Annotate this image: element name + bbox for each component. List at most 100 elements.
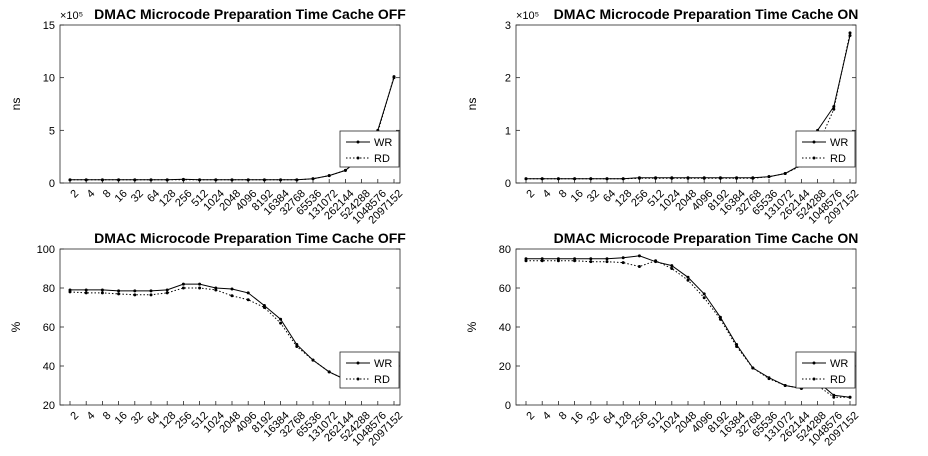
data-point-rd — [246, 178, 250, 182]
data-point-wr — [702, 292, 706, 296]
x-tick-label: 8 — [101, 188, 114, 201]
data-point-wr — [686, 275, 690, 279]
data-point-wr — [589, 257, 593, 261]
x-tick-label: 4 — [541, 188, 554, 201]
data-point-wr — [198, 282, 202, 286]
x-tick-label: 8 — [557, 188, 570, 201]
legend-box — [339, 351, 400, 389]
data-point-rd — [198, 286, 202, 290]
data-point-rd — [767, 175, 771, 179]
data-point-rd — [311, 177, 315, 181]
data-point-wr — [149, 289, 153, 293]
data-point-rd — [214, 288, 218, 292]
data-point-rd — [68, 178, 72, 182]
y-tick-label: 0 — [505, 400, 511, 412]
x-tick-label: 32 — [129, 410, 146, 427]
data-point-rd — [735, 176, 739, 180]
data-point-rd — [670, 267, 674, 270]
data-point-rd — [392, 75, 396, 79]
data-point-rd — [262, 178, 266, 182]
data-point-rd — [149, 293, 153, 297]
data-point-rd — [84, 291, 88, 295]
data-point-rd — [230, 294, 234, 298]
x-tick-label: 2 — [524, 188, 537, 201]
chart-0: DMAC Microcode Preparation Time Cache OF… — [9, 6, 406, 226]
y-tick-label: 3 — [505, 20, 511, 32]
data-point-rd — [117, 178, 121, 182]
data-point-rd — [589, 177, 593, 181]
data-point-rd — [718, 317, 722, 321]
data-point-rd — [654, 176, 658, 180]
y-tick-label: 10 — [43, 73, 55, 85]
y-tick-label: 80 — [499, 244, 511, 256]
data-point-wr — [165, 288, 169, 292]
x-tick-label: 2 — [68, 188, 81, 201]
chart-2: DMAC Microcode Preparation Time Cache OF… — [9, 230, 406, 448]
chart-1: DMAC Microcode Preparation Time Cache ON… — [465, 6, 861, 226]
data-point-rd — [670, 176, 674, 180]
data-point-rd — [181, 178, 185, 182]
data-point-rd — [279, 178, 283, 182]
y-tick-label: 0 — [505, 178, 511, 190]
data-point-rd — [848, 31, 852, 35]
data-point-rd — [621, 261, 625, 265]
legend-label-rd: RD — [374, 374, 390, 386]
data-point-wr — [279, 317, 283, 321]
data-point-rd — [556, 177, 560, 181]
data-point-rd — [573, 259, 577, 263]
data-point-rd — [832, 107, 836, 111]
data-point-rd — [540, 177, 544, 181]
data-point-rd — [589, 260, 593, 264]
legend-marker-wr — [812, 140, 816, 144]
data-point-wr — [117, 289, 121, 293]
legend-label-rd: RD — [374, 153, 390, 165]
x-tick-label: 16 — [569, 188, 586, 205]
data-point-rd — [767, 377, 771, 381]
data-point-rd — [573, 177, 577, 181]
y-tick-label: 1 — [505, 125, 511, 137]
legend-marker-rd — [356, 377, 360, 381]
y-exponent-label: ×10⁵ — [516, 10, 539, 22]
y-tick-label: 2 — [505, 73, 511, 85]
y-tick-label: 60 — [499, 283, 511, 295]
data-point-wr — [670, 264, 674, 268]
data-point-rd — [848, 395, 852, 399]
legend-label-wr: WR — [830, 137, 848, 149]
legend-marker-rd — [812, 377, 816, 381]
chart-title: DMAC Microcode Preparation Time Cache OF… — [94, 6, 406, 22]
data-point-rd — [783, 172, 787, 176]
y-tick-label: 80 — [43, 283, 55, 295]
y-axis-label: ns — [465, 98, 479, 111]
data-point-rd — [540, 259, 544, 263]
data-point-rd — [133, 293, 137, 297]
chart-title: DMAC Microcode Preparation Time Cache ON — [554, 230, 859, 246]
legend-label-rd: RD — [830, 374, 846, 386]
data-point-rd — [100, 178, 104, 182]
legend-box — [339, 130, 400, 168]
data-point-wr — [84, 288, 88, 292]
data-point-rd — [295, 345, 299, 348]
data-point-rd — [198, 178, 202, 182]
y-tick-label: 40 — [499, 322, 511, 334]
y-axis-label: ns — [9, 98, 23, 111]
data-point-rd — [295, 178, 299, 182]
y-tick-label: 60 — [43, 322, 55, 334]
data-point-wr — [230, 287, 234, 291]
data-point-rd — [718, 176, 722, 180]
data-point-rd — [68, 290, 72, 294]
data-point-rd — [165, 291, 169, 295]
data-point-rd — [100, 291, 104, 295]
legend-marker-wr — [356, 140, 360, 144]
x-tick-label: 2 — [68, 410, 81, 423]
y-exponent-label: ×10⁵ — [60, 10, 83, 22]
legend-box — [795, 351, 856, 389]
x-tick-label: 32 — [585, 188, 602, 205]
data-point-rd — [605, 260, 609, 264]
data-point-rd — [751, 366, 755, 370]
data-point-rd — [246, 298, 250, 302]
data-point-rd — [327, 370, 331, 374]
data-point-rd — [702, 176, 706, 180]
data-point-rd — [637, 176, 641, 180]
data-point-rd — [279, 321, 283, 325]
